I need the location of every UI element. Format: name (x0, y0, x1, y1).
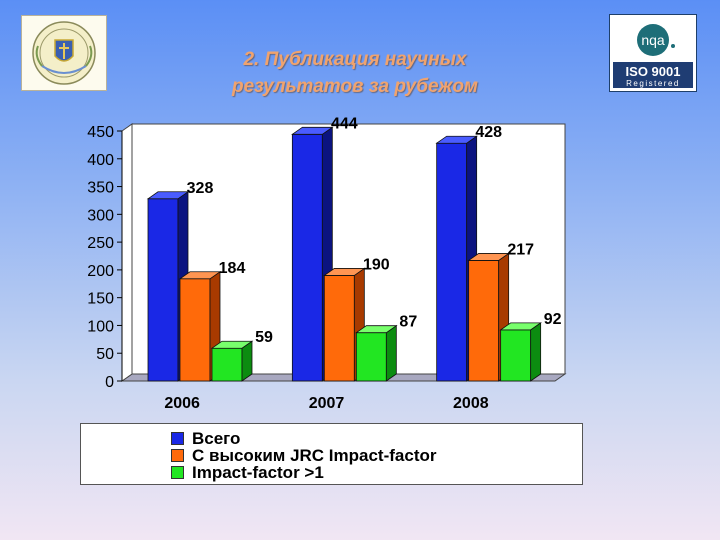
data-label-total-2008: 428 (475, 124, 502, 141)
bar-jrc-2006 (179, 278, 211, 382)
bar-top-total-2006 (146, 191, 190, 200)
bar-total-2008 (436, 142, 468, 382)
university-seal-logo (21, 15, 107, 91)
bar-side-if1-2007 (385, 324, 397, 382)
y-tick-label: 350 (87, 180, 114, 197)
legend-item-jrc: С высоким JRC Impact-factor (171, 445, 437, 465)
bar-top-jrc-2008 (467, 253, 510, 261)
y-tick-label: 400 (87, 152, 114, 169)
bar-jrc-2008 (468, 260, 500, 382)
bar-if1-2006 (211, 347, 243, 382)
y-tick-label: 100 (87, 318, 114, 335)
legend-swatch-if1 (171, 466, 184, 479)
y-tick-label: 300 (87, 207, 114, 224)
y-tick-label: 50 (96, 346, 114, 363)
bar-if1-2007 (355, 332, 387, 382)
y-tick-label: 200 (87, 263, 114, 280)
bar-side-if1-2008 (530, 322, 542, 382)
bar-if1-2008 (500, 329, 532, 382)
bar-jrc-2007 (323, 275, 355, 382)
legend-label-total: Всего (192, 428, 241, 448)
plot-side-wall (121, 123, 133, 382)
y-tick-label: 0 (105, 374, 114, 391)
data-label-jrc-2008: 217 (507, 241, 534, 258)
bar-top-if1-2006 (210, 340, 254, 349)
legend-label-if1: Impact-factor >1 (192, 462, 324, 482)
x-tick-label-2007: 2007 (309, 395, 345, 412)
legend-item-total: Всего (171, 428, 241, 448)
slide-title-line-2: результатов за рубежом (232, 76, 478, 97)
bar-top-if1-2007 (355, 325, 398, 334)
data-label-total-2006: 328 (187, 180, 214, 197)
data-label-jrc-2007: 190 (363, 256, 390, 273)
data-label-if1-2008: 92 (544, 311, 562, 328)
bar-top-total-2008 (435, 135, 478, 144)
iso-9001-certification-logo: nqa ISO 9001 Registered (609, 14, 697, 92)
data-label-if1-2006: 59 (255, 329, 273, 346)
bar-top-if1-2008 (499, 322, 542, 331)
slide-title-line-1: 2. Публикация научных (243, 49, 467, 70)
x-tick-label-2008: 2008 (453, 395, 489, 412)
bar-total-2006 (147, 198, 179, 382)
data-label-if1-2007: 87 (399, 314, 417, 331)
bar-top-total-2007 (291, 126, 334, 135)
iso-standard-text: ISO 9001 (626, 64, 681, 79)
chart-legend: Всего С высоким JRC Impact-factor Impact… (80, 423, 583, 485)
legend-item-if1: Impact-factor >1 (171, 462, 324, 482)
bar-top-jrc-2007 (323, 268, 366, 276)
bar-total-2007 (291, 133, 323, 382)
data-label-jrc-2006: 184 (219, 260, 246, 277)
legend-swatch-jrc (171, 449, 184, 462)
y-tick-label: 150 (87, 291, 114, 308)
legend-label-jrc: С высоким JRC Impact-factor (192, 445, 437, 465)
nqa-logo-text: nqa (641, 32, 665, 48)
y-tick-label: 450 (87, 124, 114, 141)
bar-top-jrc-2006 (178, 271, 222, 280)
y-tick-label: 250 (87, 235, 114, 252)
x-tick-label-2006: 2006 (164, 395, 200, 412)
slide-title: 2. Публикация научных результатов за руб… (150, 46, 560, 100)
data-label-total-2007: 444 (331, 115, 358, 132)
iso-registered-text: Registered (626, 79, 680, 88)
legend-swatch-total (171, 432, 184, 445)
